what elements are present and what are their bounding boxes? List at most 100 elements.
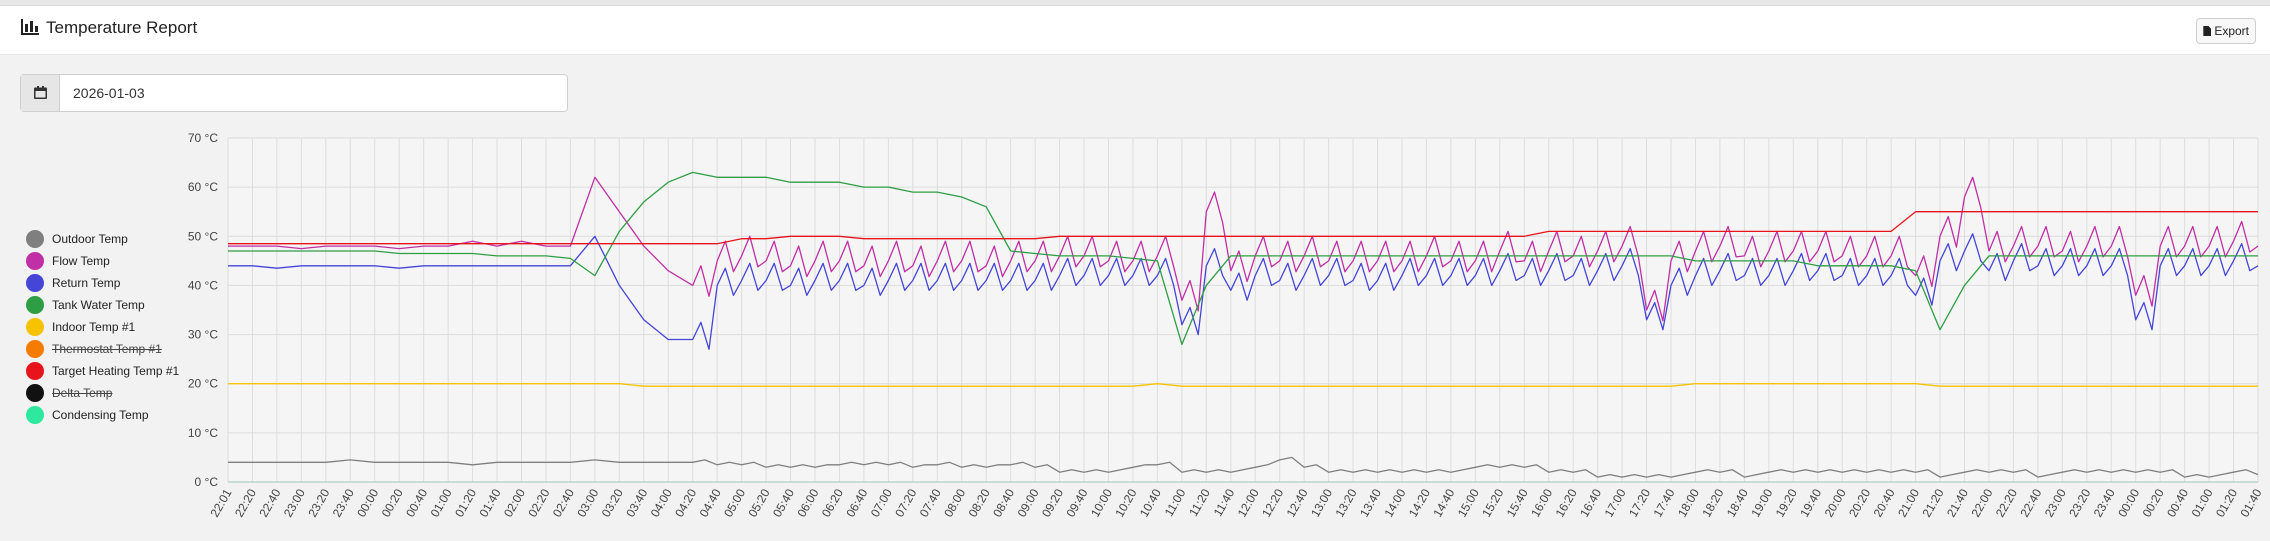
x-tick-label: 15:00 xyxy=(1455,486,1482,519)
legend-label: Flow Temp xyxy=(52,254,110,268)
legend-item-tank-water-temp[interactable]: Tank Water Temp xyxy=(26,294,179,316)
legend-item-return-temp[interactable]: Return Temp xyxy=(26,272,179,294)
x-tick-label: 14:00 xyxy=(1381,486,1408,519)
x-tick-label: 15:40 xyxy=(1504,486,1531,519)
y-tick-label: 0 °C xyxy=(195,475,219,489)
x-tick-label: 19:40 xyxy=(1797,486,1824,519)
legend-label: Indoor Temp #1 xyxy=(52,320,136,334)
x-tick-label: 18:00 xyxy=(1675,486,1702,519)
y-tick-label: 70 °C xyxy=(188,131,218,145)
x-tick-label: 23:20 xyxy=(305,486,332,519)
legend-swatch xyxy=(26,406,44,424)
x-tick-label: 22:20 xyxy=(1993,486,2020,519)
legend-swatch xyxy=(26,362,44,380)
x-tick-label: 13:20 xyxy=(1333,486,1360,519)
x-tick-label: 21:00 xyxy=(1895,486,1922,519)
legend-swatch xyxy=(26,230,44,248)
x-tick-label: 21:40 xyxy=(1944,486,1971,519)
x-tick-label: 22:20 xyxy=(232,486,259,519)
top-strip xyxy=(0,0,2270,6)
y-tick-label: 30 °C xyxy=(188,328,218,342)
x-tick-label: 13:00 xyxy=(1308,486,1335,519)
x-tick-label: 12:40 xyxy=(1284,486,1311,519)
legend-label: Delta Temp xyxy=(52,386,113,400)
x-tick-label: 05:00 xyxy=(721,486,748,519)
x-tick-label: 06:40 xyxy=(843,486,870,519)
x-tick-label: 01:20 xyxy=(452,486,479,519)
x-tick-label: 11:40 xyxy=(1211,486,1238,519)
date-picker-addon[interactable] xyxy=(21,75,60,111)
y-tick-label: 40 °C xyxy=(188,278,218,292)
x-tick-label: 03:20 xyxy=(599,486,626,519)
legend-item-condensing-temp[interactable]: Condensing Temp xyxy=(26,404,179,426)
plot-area xyxy=(228,138,2258,482)
x-tick-label: 01:40 xyxy=(2237,486,2264,519)
x-tick-label: 03:40 xyxy=(623,486,650,519)
x-tick-label: 23:00 xyxy=(281,486,308,519)
legend-label: Return Temp xyxy=(52,276,121,290)
file-icon xyxy=(2203,26,2212,36)
x-tick-label: 17:20 xyxy=(1626,486,1653,519)
legend-item-flow-temp[interactable]: Flow Temp xyxy=(26,250,179,272)
y-tick-label: 10 °C xyxy=(188,426,218,440)
export-button[interactable]: Export xyxy=(2196,18,2256,44)
x-tick-label: 02:40 xyxy=(550,486,577,519)
x-tick-label: 22:00 xyxy=(1968,486,1995,519)
x-tick-label: 00:00 xyxy=(2115,486,2142,519)
legend-item-delta-temp[interactable]: Delta Temp xyxy=(26,382,179,404)
x-tick-label: 05:40 xyxy=(770,486,797,519)
x-tick-label: 12:20 xyxy=(1259,486,1286,519)
legend-label: Thermostat Temp #1 xyxy=(52,342,162,356)
date-input[interactable]: 2026-01-03 xyxy=(73,85,145,101)
x-tick-label: 06:00 xyxy=(794,486,821,519)
legend-item-target-heating-temp-1[interactable]: Target Heating Temp #1 xyxy=(26,360,179,382)
x-tick-label: 18:20 xyxy=(1699,486,1726,519)
legend-swatch xyxy=(26,340,44,358)
x-tick-label: 16:00 xyxy=(1528,486,1555,519)
date-picker[interactable]: 2026-01-03 xyxy=(20,74,568,112)
legend-label: Tank Water Temp xyxy=(52,298,145,312)
x-tick-label: 04:40 xyxy=(697,486,724,519)
legend-label: Target Heating Temp #1 xyxy=(52,364,180,378)
x-tick-label: 10:00 xyxy=(1088,486,1115,519)
x-tick-label: 19:00 xyxy=(1748,486,1775,519)
y-tick-label: 50 °C xyxy=(188,229,218,243)
series-line xyxy=(228,171,2258,346)
x-tick-label: 23:40 xyxy=(330,486,357,519)
x-tick-label: 11:20 xyxy=(1186,486,1213,519)
x-tick-label: 12:00 xyxy=(1235,486,1262,519)
legend-swatch xyxy=(26,252,44,270)
x-tick-label: 06:20 xyxy=(819,486,846,519)
export-label: Export xyxy=(2214,24,2249,38)
x-tick-label: 00:20 xyxy=(379,486,406,519)
x-tick-label: 09:20 xyxy=(1039,486,1066,519)
x-tick-label: 02:20 xyxy=(525,486,552,519)
x-tick-label: 00:40 xyxy=(2164,486,2191,519)
x-tick-label: 23:40 xyxy=(2091,486,2118,519)
x-tick-label: 14:40 xyxy=(1430,486,1457,519)
report-header: Temperature Report Export xyxy=(0,6,2270,55)
series-line xyxy=(228,211,2258,245)
page-title: Temperature Report xyxy=(46,18,198,37)
x-tick-label: 02:00 xyxy=(501,486,528,519)
legend-item-indoor-temp-1[interactable]: Indoor Temp #1 xyxy=(26,316,179,338)
legend-swatch xyxy=(26,296,44,314)
x-tick-label: 01:20 xyxy=(2213,486,2240,519)
x-tick-label: 13:40 xyxy=(1357,486,1384,519)
x-tick-label: 08:00 xyxy=(941,486,968,519)
x-tick-label: 23:00 xyxy=(2042,486,2069,519)
x-tick-label: 00:00 xyxy=(354,486,381,519)
series-line xyxy=(228,176,2259,322)
x-tick-label: 19:20 xyxy=(1773,486,1800,519)
legend-item-outdoor-temp[interactable]: Outdoor Temp xyxy=(26,228,179,250)
x-tick-label: 15:20 xyxy=(1479,486,1506,519)
x-tick-label: 20:40 xyxy=(1871,486,1898,519)
x-tick-label: 16:20 xyxy=(1553,486,1580,519)
x-tick-label: 07:20 xyxy=(892,486,919,519)
x-tick-label: 10:40 xyxy=(1137,486,1164,519)
x-tick-label: 16:40 xyxy=(1577,486,1604,519)
calendar-icon xyxy=(34,86,47,99)
legend-item-thermostat-temp-1[interactable]: Thermostat Temp #1 xyxy=(26,338,179,360)
x-tick-label: 03:00 xyxy=(574,486,601,519)
y-tick-label: 20 °C xyxy=(188,377,218,391)
